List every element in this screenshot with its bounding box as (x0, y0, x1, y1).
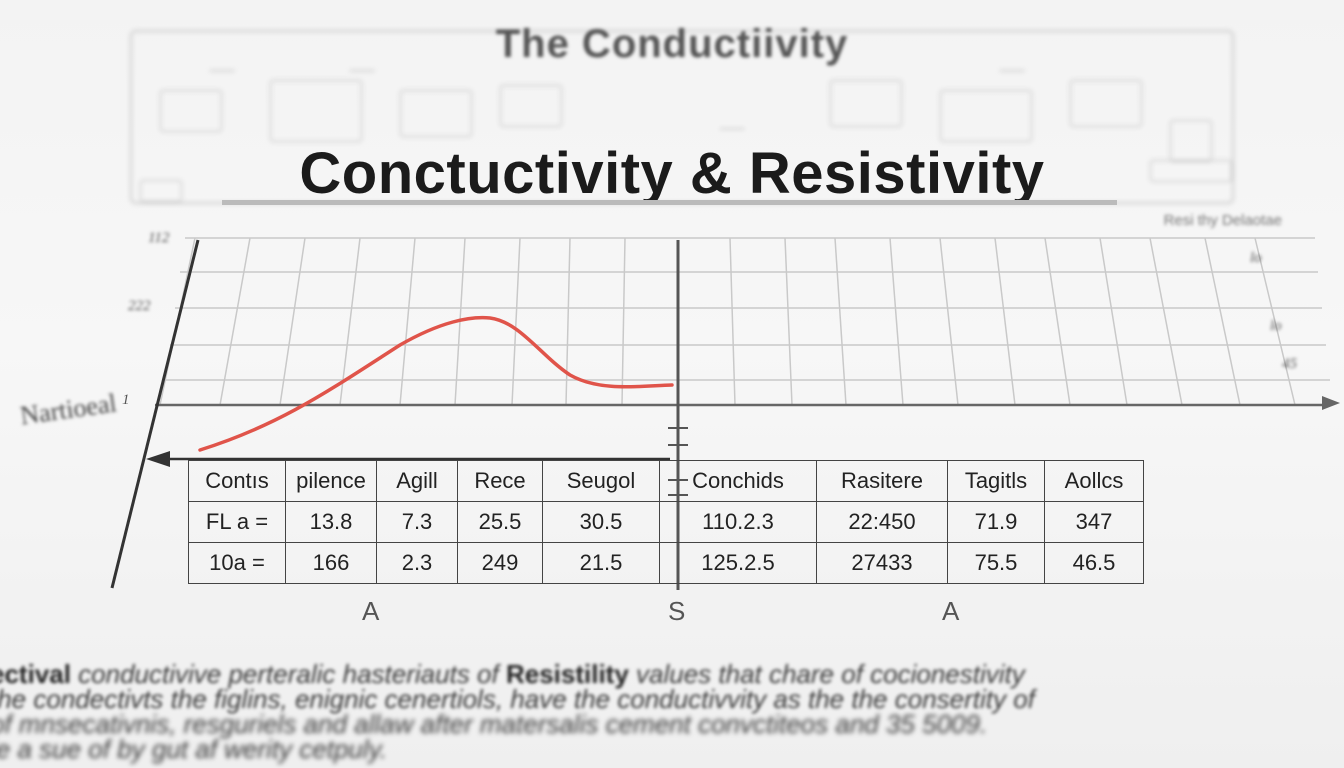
axis-letter-right: A (942, 596, 960, 626)
page-title: Conctuctivity & Resistivity (299, 141, 1045, 206)
table-row: 10a = 166 2.3 249 21.5 125.2.5 27433 75.… (188, 542, 1144, 584)
title-underline (222, 200, 1117, 205)
left-arrow-head (146, 451, 170, 467)
y-tick-mid: 222 (128, 298, 151, 314)
para-line: of mnsecativnis, resguriels and allaw af… (0, 709, 988, 739)
table-cell: 27433 (816, 542, 948, 584)
para-bold: Resistility (505, 659, 629, 689)
table-cell: FL a = (188, 501, 286, 543)
table-cell: 25.5 (457, 501, 543, 543)
header-cell: Rasitere (816, 460, 948, 502)
table-cell: 7.3 (376, 501, 458, 543)
header-cell: Agill (376, 460, 458, 502)
data-table: Contıs pilence Agill Rece Seugol Conchid… (188, 460, 1144, 584)
para-lead: ectival (0, 659, 71, 689)
y-axis (110, 239, 200, 589)
table-cell: 249 (457, 542, 543, 584)
header-cell: Aollcs (1044, 460, 1144, 502)
header-cell: pilence (285, 460, 377, 502)
right-tick-1: lo (1250, 250, 1262, 266)
header-cell: Contıs (188, 460, 286, 502)
para-line: the condectivts the figlins, enignic cen… (0, 684, 1035, 714)
header-cell: Rece (457, 460, 543, 502)
table-cell: 22:450 (816, 501, 948, 543)
table-cell: 110.2.3 (659, 501, 817, 543)
header-cell: Conchids (659, 460, 817, 502)
body-paragraph: ectival conductivive perteralic hasteria… (0, 659, 1344, 764)
table-cell: 30.5 (542, 501, 660, 543)
table-header-row: Contıs pilence Agill Rece Seugol Conchid… (188, 460, 1144, 502)
table-cell: 166 (285, 542, 377, 584)
table-cell: 125.2.5 (659, 542, 817, 584)
table-cell: 2.3 (376, 542, 458, 584)
table-cell: 75.5 (947, 542, 1045, 584)
conductivity-curve (198, 315, 674, 452)
table-cell: 347 (1044, 501, 1144, 543)
corner-note: Resi thy Delaotae (1163, 212, 1282, 229)
axis-letter-center: S (668, 596, 686, 626)
table-cell: 13.8 (285, 501, 377, 543)
graph (110, 237, 1340, 590)
table-row: FL a = 13.8 7.3 25.5 30.5 110.2.3 22:450… (188, 501, 1144, 543)
para-text: conductivive perteralic hasteriauts of (70, 659, 506, 689)
header-cell: Seugol (542, 460, 660, 502)
header-cell: Tagitls (947, 460, 1045, 502)
top-title: The Conductiivity (495, 22, 849, 66)
right-tick-2: lo (1270, 318, 1282, 334)
table-cell: 10a = (188, 542, 286, 584)
y-tick-bottom: 1 (122, 392, 130, 408)
right-tick-3: 45 (1282, 356, 1297, 372)
y-tick-top: 112 (148, 230, 170, 246)
para-text: values that chare of cocionestivity (628, 659, 1025, 689)
para-line: le a sue of by gut af werity cetpuly. (0, 734, 387, 764)
table-cell: 71.9 (947, 501, 1045, 543)
x-axis-arrow (1322, 396, 1340, 410)
axis-letter-left: A (362, 596, 380, 626)
grid-lines (159, 237, 1330, 406)
table-cell: 21.5 (542, 542, 660, 584)
table-cell: 46.5 (1044, 542, 1144, 584)
